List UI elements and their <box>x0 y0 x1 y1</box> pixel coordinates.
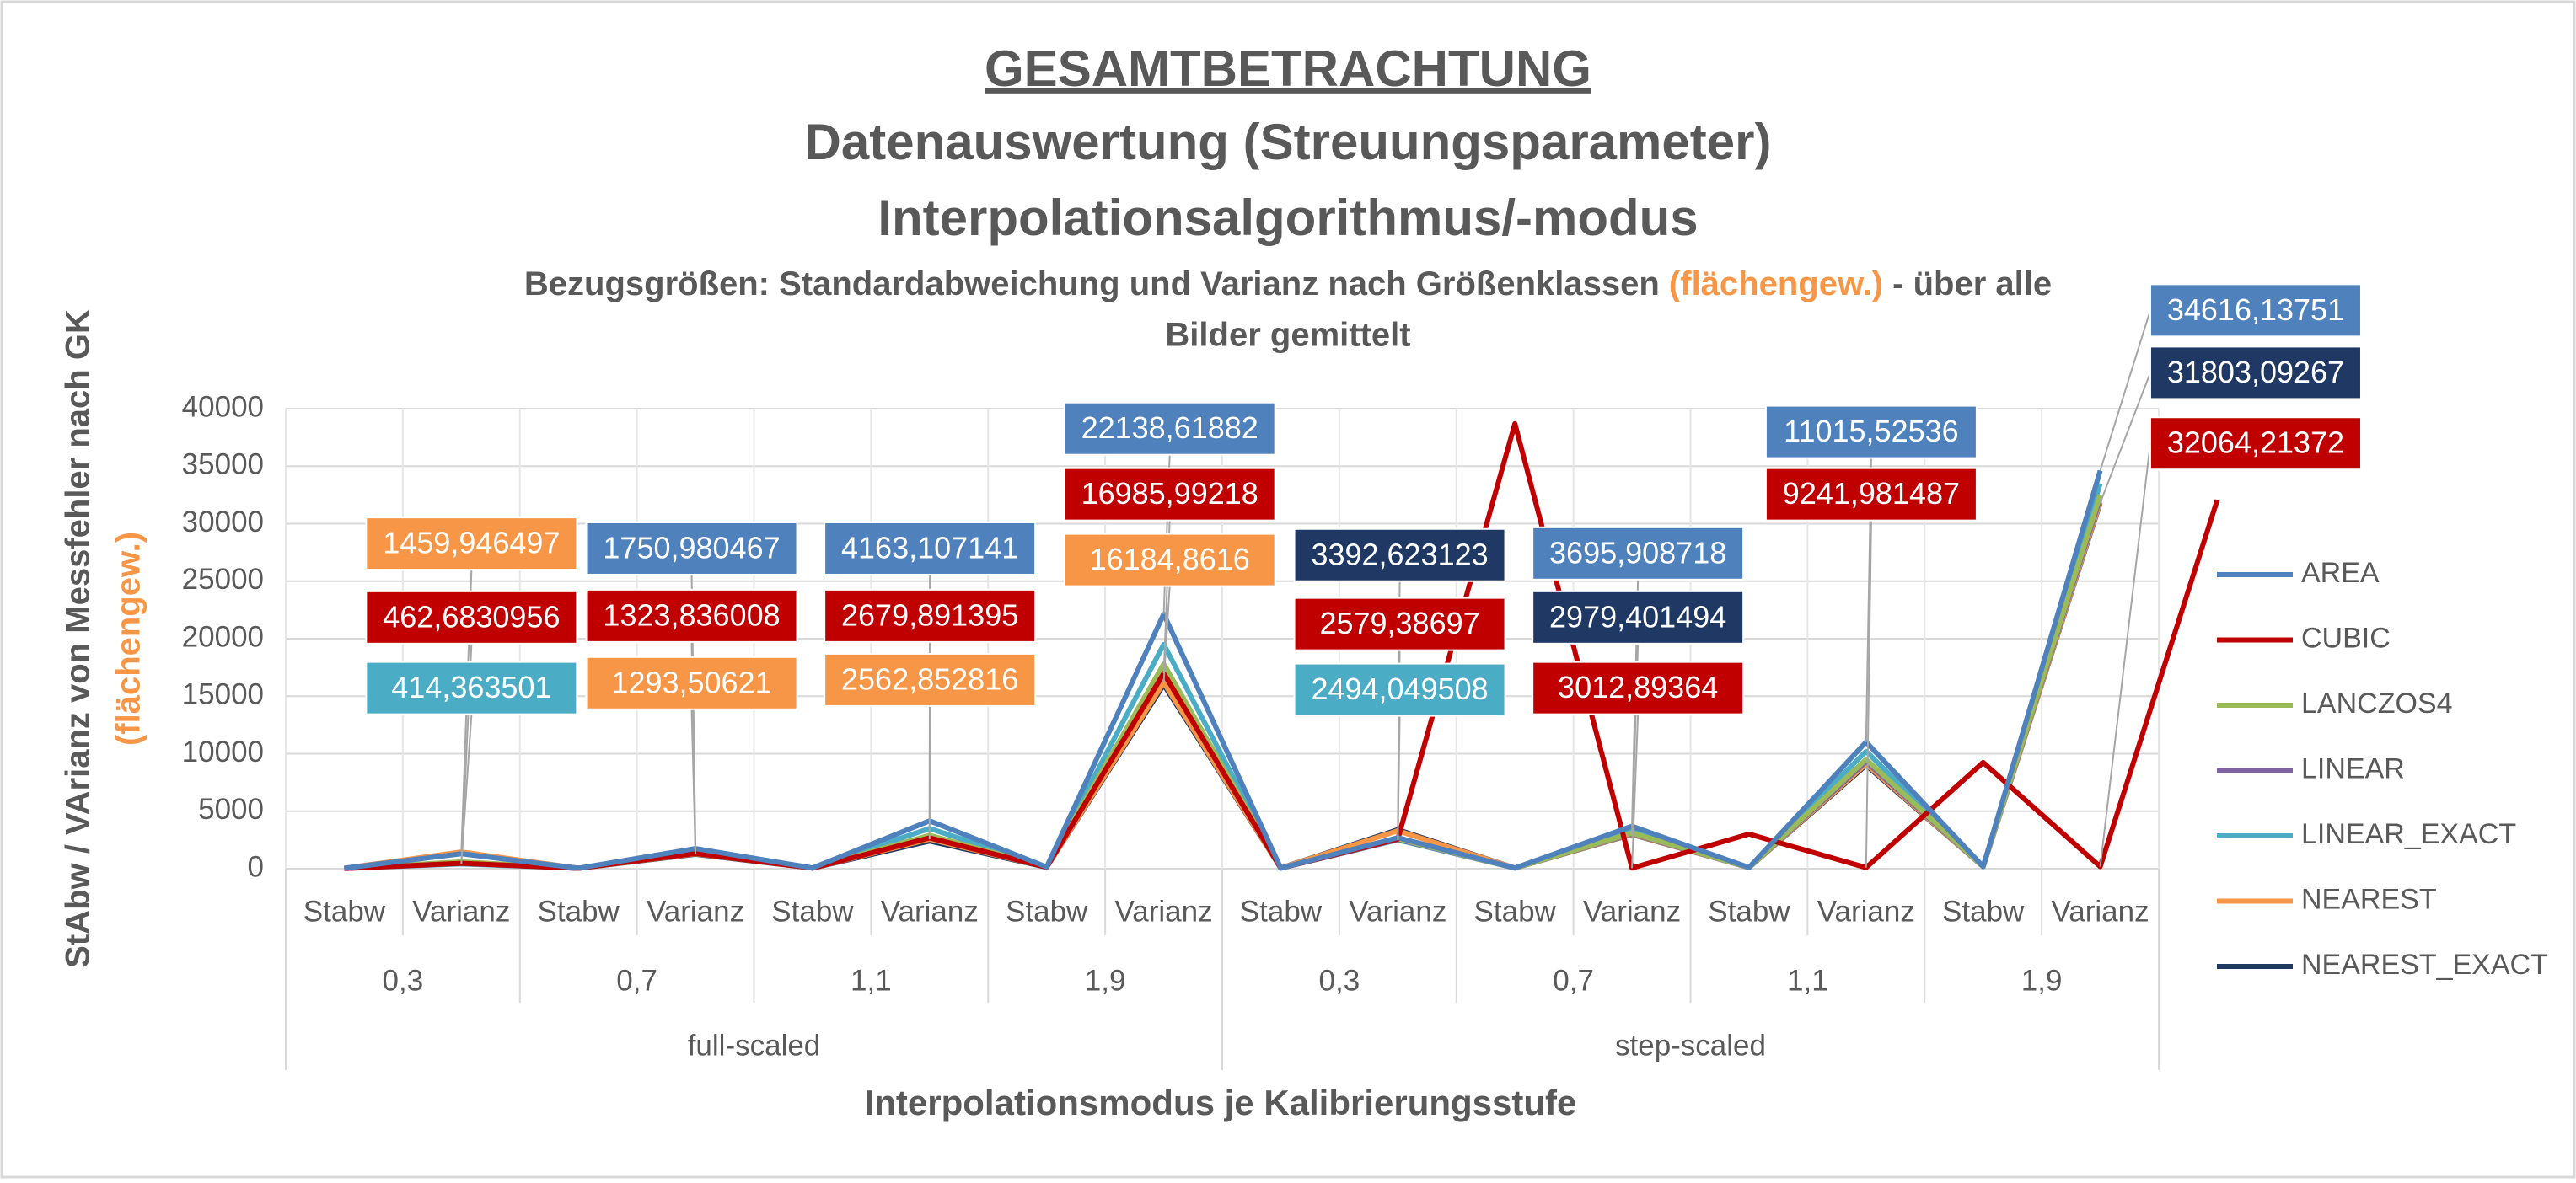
data-label: 1323,836008 <box>603 597 780 632</box>
legend-label: CUBIC <box>2301 622 2391 654</box>
outer-group-label: full-scaled <box>688 1029 821 1062</box>
data-label: 2679,891395 <box>841 597 1018 632</box>
chart-subtitle: Bezugsgrößen: Standardabweichung und Var… <box>524 265 2052 302</box>
group-label: 1,1 <box>851 964 892 997</box>
legend-label: LINEAR_EXACT <box>2301 818 2516 850</box>
y-axis-title-highlight: (flächengew.) <box>110 532 148 746</box>
data-label: 2979,401494 <box>1549 599 1726 634</box>
data-label: 3392,623123 <box>1311 537 1488 571</box>
group-label: 1,9 <box>1085 964 1126 997</box>
y-tick-label: 5000 <box>198 793 264 826</box>
x-tick-label: Stabw <box>303 895 386 928</box>
x-tick-label: Stabw <box>1942 895 2025 928</box>
group-label: 0,7 <box>1553 964 1594 997</box>
y-tick-label: 30000 <box>182 506 264 538</box>
x-tick-label: Stabw <box>771 895 854 928</box>
y-tick-label: 25000 <box>182 563 264 596</box>
data-label: 16985,99218 <box>1081 476 1258 511</box>
x-tick-label: Varianz <box>1583 895 1681 928</box>
subtitle-highlight: (flächengew.) <box>1669 265 1883 302</box>
legend-label: NEAREST_EXACT <box>2301 949 2548 981</box>
data-label: 3012,89364 <box>1558 670 1718 704</box>
chart-title: GESAMTBETRACHTUNG <box>985 40 1591 97</box>
x-tick-label: Varianz <box>1349 895 1446 928</box>
x-tick-label: Varianz <box>1817 895 1915 928</box>
data-label: 22138,61882 <box>1081 410 1258 445</box>
data-label: 9241,981487 <box>1783 476 1960 511</box>
data-label: 2494,049508 <box>1311 672 1488 706</box>
data-label: 462,6830956 <box>383 599 560 634</box>
data-label: 16184,8616 <box>1090 542 1250 576</box>
legend-label: AREA <box>2301 557 2380 589</box>
chart-title: Interpolationsalgorithmus/-modus <box>877 190 1698 246</box>
x-tick-label: Stabw <box>1474 895 1557 928</box>
legend-label: NEAREST <box>2301 883 2437 915</box>
data-label: 4163,107141 <box>841 530 1018 565</box>
data-label: 414,363501 <box>391 670 551 704</box>
chart-title: Datenauswertung (Streuungsparameter) <box>805 114 1772 170</box>
x-axis-title: Interpolationsmodus je Kalibrierungsstuf… <box>865 1083 1577 1122</box>
y-tick-label: 35000 <box>182 448 264 481</box>
y-tick-label: 0 <box>248 850 264 883</box>
data-label: 3695,908718 <box>1549 535 1726 570</box>
y-tick-label: 10000 <box>182 736 264 768</box>
x-tick-label: Varianz <box>2052 895 2149 928</box>
data-label: 1750,980467 <box>603 530 780 565</box>
group-label: 0,7 <box>616 964 657 997</box>
x-tick-label: Stabw <box>538 895 620 928</box>
x-tick-label: Stabw <box>1240 895 1323 928</box>
subtitle-part: - über alle <box>1883 265 2052 302</box>
x-tick-label: Varianz <box>1115 895 1213 928</box>
data-label: 1459,946497 <box>383 526 560 560</box>
y-axis-title: StAbw / VArianz von Messfehler nach GK <box>60 309 97 968</box>
data-label: 32064,21372 <box>2167 426 2344 460</box>
data-label: 1293,50621 <box>611 665 771 699</box>
group-label: 0,3 <box>383 964 424 997</box>
data-label: 2579,38697 <box>1319 606 1479 640</box>
y-tick-label: 15000 <box>182 678 264 711</box>
data-label: 34616,13751 <box>2167 292 2344 327</box>
x-tick-label: Stabw <box>1708 895 1790 928</box>
data-label: 11015,52536 <box>1784 414 1959 448</box>
data-label: 2562,852816 <box>841 661 1018 696</box>
subtitle-part: Bezugsgrößen: Standardabweichung und Var… <box>524 265 1669 302</box>
y-tick-label: 20000 <box>182 620 264 653</box>
group-label: 1,1 <box>1787 964 1828 997</box>
legend-label: LANCZOS4 <box>2301 688 2453 720</box>
legend-label: LINEAR <box>2301 752 2405 784</box>
x-tick-label: Stabw <box>1006 895 1088 928</box>
outer-group-label: step-scaled <box>1615 1029 1766 1062</box>
group-label: 0,3 <box>1319 964 1360 997</box>
x-tick-label: Varianz <box>412 895 510 928</box>
chart-subtitle: Bilder gemittelt <box>1165 317 1410 354</box>
x-tick-label: Varianz <box>881 895 979 928</box>
x-tick-label: Varianz <box>647 895 744 928</box>
y-tick-label: 40000 <box>182 390 264 423</box>
group-label: 1,9 <box>2021 964 2063 997</box>
data-label: 31803,09267 <box>2167 355 2344 389</box>
